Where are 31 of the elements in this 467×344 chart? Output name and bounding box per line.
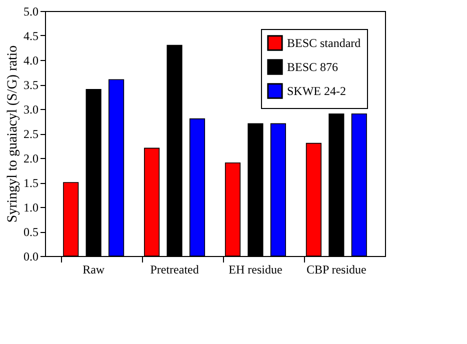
y-tick-label: 4.5 xyxy=(24,29,38,43)
bar xyxy=(166,44,182,256)
x-tick-label: Raw xyxy=(82,262,105,276)
bar xyxy=(306,142,322,256)
bar xyxy=(108,79,124,256)
y-tick-label: 0.0 xyxy=(24,250,38,264)
bar xyxy=(248,123,264,256)
bar xyxy=(224,162,241,256)
bar xyxy=(86,89,102,256)
x-tick-label: CBP residue xyxy=(306,262,366,276)
y-tick-label: 2.0 xyxy=(24,152,38,166)
x-tick-label: EH residue xyxy=(228,262,282,276)
y-tick-label: 1.5 xyxy=(24,176,38,190)
y-tick-label: 3.0 xyxy=(24,102,38,116)
legend-label: BESC standard xyxy=(287,36,361,50)
y-tick-label: 5.0 xyxy=(24,4,38,18)
y-tick-label: 2.5 xyxy=(24,127,38,141)
bar xyxy=(189,118,206,256)
legend-label: BESC 876 xyxy=(287,60,338,74)
y-axis-title: Syringyl to guaiacyl (S/G) ratio xyxy=(6,45,20,223)
x-tick-label: Pretreated xyxy=(150,262,199,276)
bar xyxy=(270,123,286,256)
y-tick-label: 1.0 xyxy=(24,200,38,214)
y-tick-label: 0.5 xyxy=(24,225,38,239)
y-tick-label: 4.0 xyxy=(24,54,38,68)
bar xyxy=(328,114,344,256)
y-tick-label: 3.5 xyxy=(24,78,38,92)
bar xyxy=(63,182,79,256)
legend-label: SKWE 24-2 xyxy=(287,84,346,98)
bar xyxy=(351,114,367,256)
bar xyxy=(144,148,160,256)
